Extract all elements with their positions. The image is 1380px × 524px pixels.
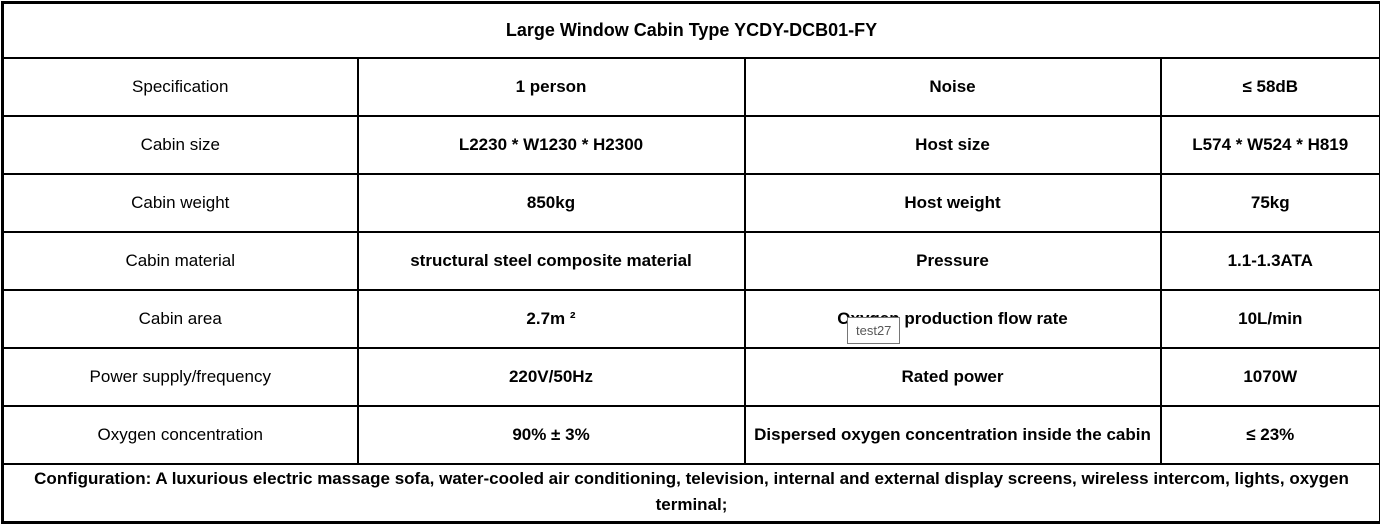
cabin-area-label-cell: Cabin area	[1, 289, 359, 349]
cabin-material-value-cell: structural steel composite material	[356, 231, 746, 291]
cabin-area-value-cell: 2.7m ²	[356, 289, 746, 349]
pressure-value-cell: 1.1-1.3ATA	[1159, 231, 1380, 291]
oxygen-concentration-value-cell: 90% ± 3%	[356, 405, 746, 465]
oxygen-flow-rate-value-cell: 10L/min	[1159, 289, 1380, 349]
host-size-value-cell: L574 * W524 * H819	[1159, 115, 1380, 175]
table-row: Cabin material structural steel composit…	[1, 231, 1380, 291]
table-row: Cabin weight 850kg Host weight 75kg	[1, 173, 1380, 233]
cabin-material-label-cell: Cabin material	[1, 231, 359, 291]
noise-value-cell: ≤ 58dB	[1159, 57, 1380, 117]
table-row: Cabin size L2230 * W1230 * H2300 Host si…	[1, 115, 1380, 175]
cabin-weight-value-cell: 850kg	[356, 173, 746, 233]
table-row: Oxygen concentration 90% ± 3% Dispersed …	[1, 405, 1380, 465]
host-size-label-cell: Host size	[743, 115, 1162, 175]
hover-tooltip: test27	[847, 317, 901, 344]
table-row: Specification 1 person Noise ≤ 58dB	[1, 57, 1380, 117]
rated-power-label-cell: Rated power	[743, 347, 1162, 407]
rated-power-value-cell: 1070W	[1159, 347, 1380, 407]
cabin-size-label-cell: Cabin size	[1, 115, 359, 175]
oxygen-flow-rate-label-cell: Oxygen production flow rate	[743, 289, 1162, 349]
host-weight-value-cell: 75kg	[1159, 173, 1380, 233]
specification-value-cell: 1 person	[356, 57, 746, 117]
table-title-row: Large Window Cabin Type YCDY-DCB01-FY	[1, 1, 1380, 59]
noise-label-cell: Noise	[743, 57, 1162, 117]
cabin-size-value-cell: L2230 * W1230 * H2300	[356, 115, 746, 175]
pressure-label-cell: Pressure	[743, 231, 1162, 291]
power-supply-label-cell: Power supply/frequency	[1, 347, 359, 407]
table-title: Large Window Cabin Type YCDY-DCB01-FY	[1, 1, 1380, 59]
host-weight-label-cell: Host weight	[743, 173, 1162, 233]
specification-label-cell: Specification	[1, 57, 359, 117]
oxygen-concentration-label-cell: Oxygen concentration	[1, 405, 359, 465]
configuration-text: Configuration: A luxurious electric mass…	[1, 463, 1380, 524]
configuration-row: Configuration: A luxurious electric mass…	[1, 463, 1380, 524]
power-supply-value-cell: 220V/50Hz	[356, 347, 746, 407]
table-row: Power supply/frequency 220V/50Hz Rated p…	[1, 347, 1380, 407]
cabin-weight-label-cell: Cabin weight	[1, 173, 359, 233]
dispersed-oxygen-concentration-label-cell: Dispersed oxygen concentration inside th…	[743, 405, 1162, 465]
dispersed-oxygen-concentration-value-cell: ≤ 23%	[1159, 405, 1380, 465]
table-row: Cabin area 2.7m ² Oxygen production flow…	[1, 289, 1380, 349]
